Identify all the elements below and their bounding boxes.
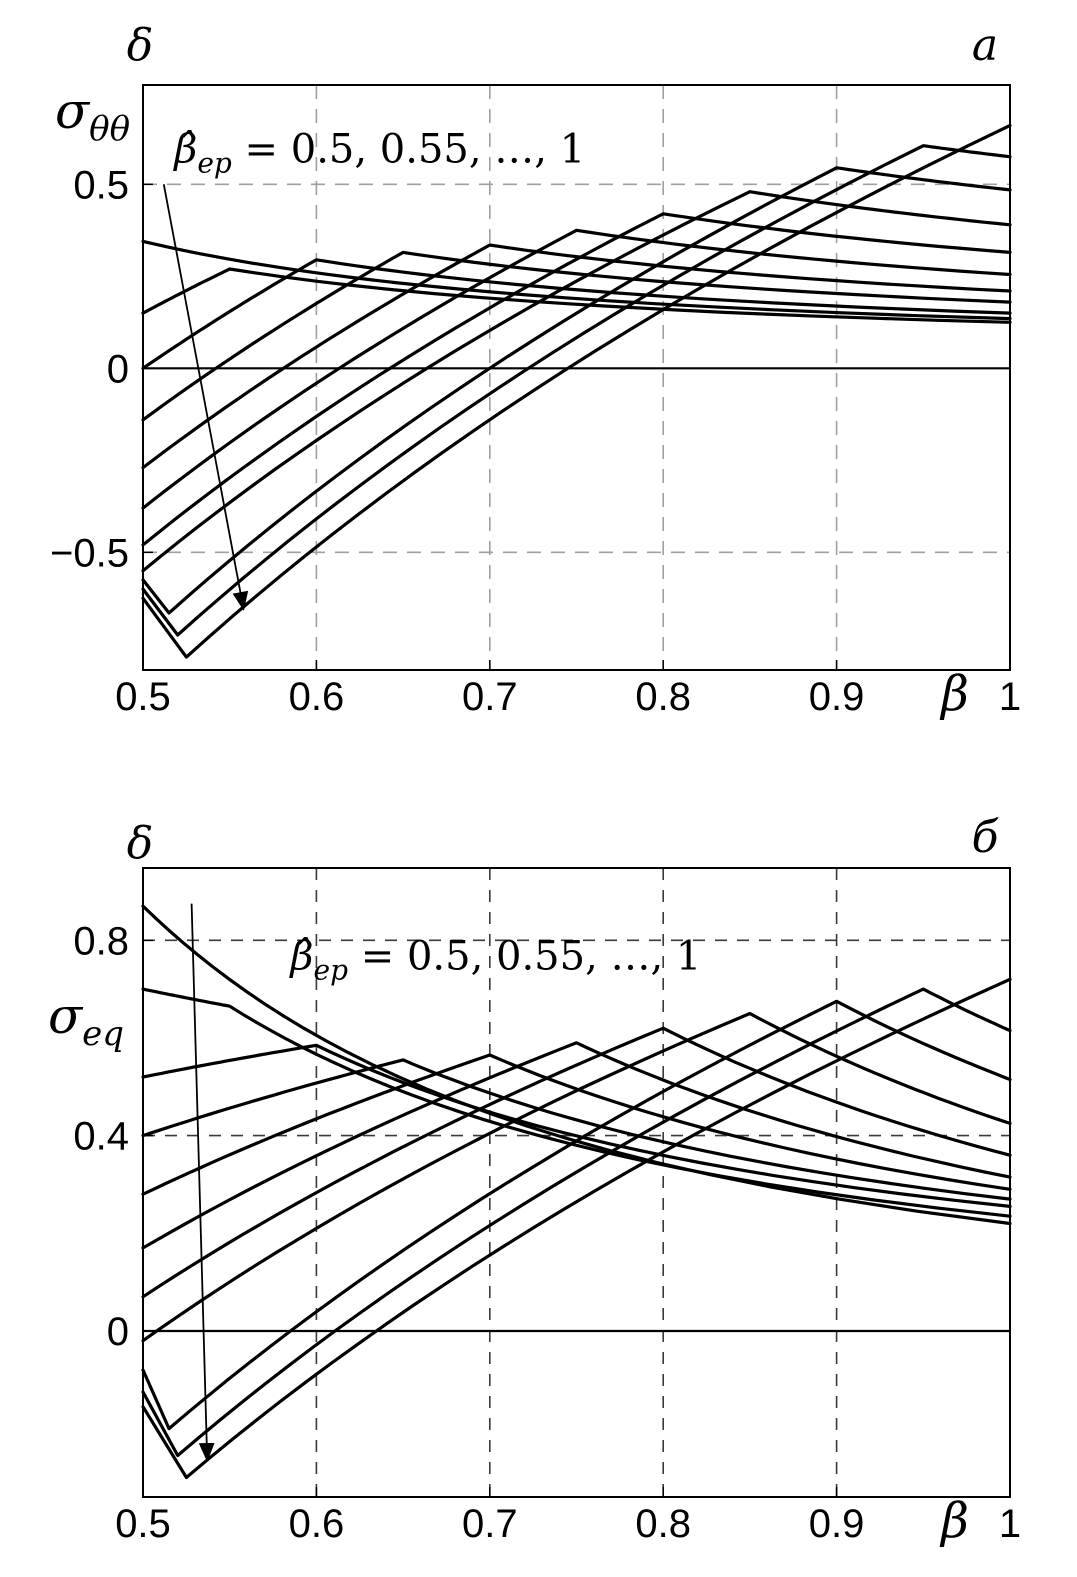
x-tick-label: 0.6 <box>289 1502 345 1546</box>
plot-box <box>142 84 1011 671</box>
annotation-arrow <box>190 903 215 1462</box>
annotation-arrow <box>162 184 249 611</box>
curve-beta-hat-0.75 <box>141 1041 1012 1250</box>
chart-bottom-plot: 0.5 0.6 0.7 0.8 0.9 1 0.8 0.4 0 β̂ep = 0.5, 0.55,… <box>73 867 1021 1546</box>
annotation-text: β̂ep = 0.5, 0.55, …, 1 <box>172 126 585 179</box>
x-tick-label: 0.6 <box>289 675 345 719</box>
curve-beta-hat-0.6 <box>141 258 1012 370</box>
x-axis-label: β <box>939 666 969 722</box>
chart-top-plot: 0.5 0.6 0.7 0.8 0.9 1 0.5 0 −0.5 β̂ep = 0.5, 0.55… <box>50 84 1021 719</box>
y-tick-label: 0 <box>107 347 129 391</box>
curve-beta-hat-0.75 <box>141 228 1012 510</box>
delta-label: δ <box>127 20 154 71</box>
curve-beta-hat-0.95 <box>141 144 1012 637</box>
curve-beta-hat-0.7 <box>141 1053 1012 1196</box>
curve-beta-hat-0.7 <box>141 243 1012 470</box>
x-tick-label: 0.8 <box>635 675 691 719</box>
corner-label: б <box>972 812 999 863</box>
x-tick-label: 0.7 <box>462 1502 518 1546</box>
curve-beta-hat-0.55 <box>141 987 1012 1218</box>
curve-beta-hat-0.8 <box>141 1026 1012 1299</box>
curve-beta-hat-0.55 <box>141 267 1012 324</box>
x-tick-label: 0.5 <box>115 1502 171 1546</box>
annotation-text: β̂ep = 0.5, 0.55, …, 1 <box>288 934 701 987</box>
x-tick-label: 1 <box>999 1502 1021 1546</box>
curve-beta-hat-1 <box>141 977 1012 1480</box>
curve-beta-hat-0.8 <box>141 212 1012 547</box>
x-tick-label: 0.9 <box>809 675 865 719</box>
curve-beta-hat-0.65 <box>141 250 1012 422</box>
curve-beta-hat-0.95 <box>141 987 1012 1458</box>
y-tick-label: −0.5 <box>50 531 129 575</box>
x-axis-label: β <box>939 1493 969 1549</box>
delta-label: δ <box>127 818 154 869</box>
curve-beta-hat-0.6 <box>141 1043 1012 1208</box>
y-tick-label: 0 <box>107 1310 129 1354</box>
curve-beta-hat-1 <box>141 123 1012 659</box>
x-tick-label: 1 <box>999 675 1021 719</box>
chart-top: 0.5 0.6 0.7 0.8 0.9 1 0.5 0 −0.5 β̂ep = 0.5, 0.55… <box>50 20 1021 722</box>
curve-beta-hat-0.85 <box>141 190 1012 573</box>
x-tick-label: 0.8 <box>635 1502 691 1546</box>
x-tick-label: 0.9 <box>809 1502 865 1546</box>
corner-label: a <box>972 20 998 71</box>
curve-beta-hat-0.9 <box>141 999 1012 1431</box>
curve-beta-hat-0.85 <box>141 1011 1012 1343</box>
x-tick-label: 0.7 <box>462 675 518 719</box>
y-axis-label: σθθ <box>55 82 130 149</box>
chart-bottom: 0.5 0.6 0.7 0.8 0.9 1 0.8 0.4 0 β̂ep = 0.5, 0.55,… <box>48 812 1021 1549</box>
y-tick-label: 0.8 <box>73 919 129 963</box>
x-tick-label: 0.5 <box>115 675 171 719</box>
curve-beta-hat-0.9 <box>141 166 1012 615</box>
curve-beta-hat-0.5 <box>141 239 1012 321</box>
curve-beta-hat-0.65 <box>141 1058 1012 1201</box>
y-tick-label: 0.5 <box>73 163 129 207</box>
y-tick-label: 0.4 <box>73 1115 129 1159</box>
y-axis-label: σeq <box>48 987 124 1054</box>
plot-box <box>142 867 1011 1498</box>
